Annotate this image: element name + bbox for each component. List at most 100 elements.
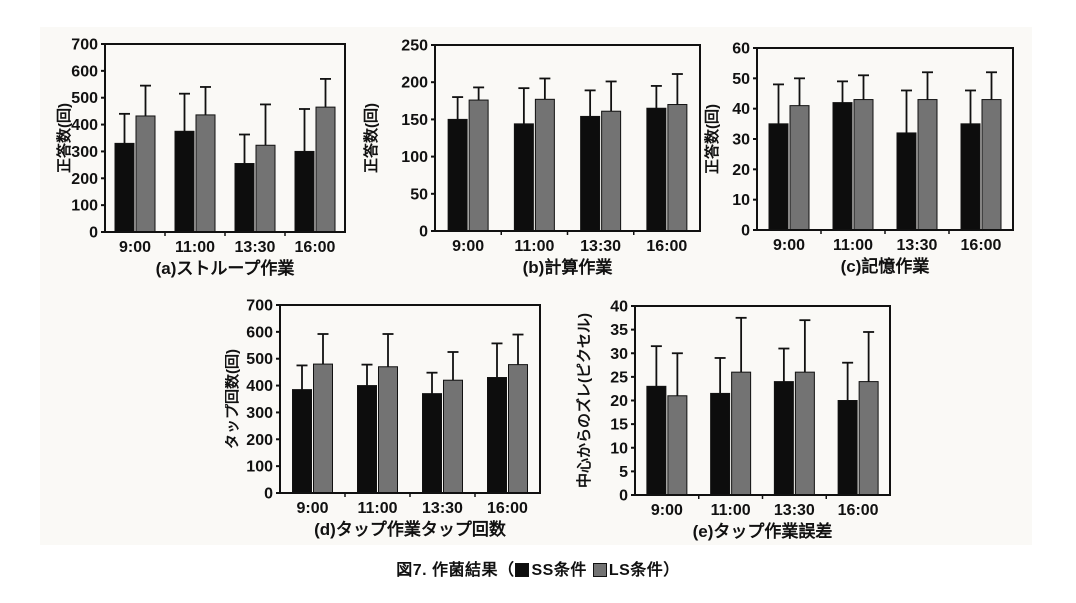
chart-a-stroop-task: 0 100 200 300 400 500 600 700 9:00 11:00 13:30 16:0… xyxy=(55,30,360,282)
ytick-label: 50 xyxy=(732,71,750,88)
xtick-label: 13:30 xyxy=(422,500,463,517)
xtick-label: 16:00 xyxy=(487,500,528,517)
xtick-label: 13:30 xyxy=(897,237,938,254)
bar-ss-13:30 xyxy=(773,381,794,496)
bar-ss-9:00 xyxy=(768,123,789,231)
bar-ss-9:00 xyxy=(447,118,468,232)
axis-title-y: 正答数(回) xyxy=(362,103,380,173)
xtick-label: 9:00 xyxy=(119,239,151,256)
axis-title-y: 中心からのズレ(ピクセル) xyxy=(575,313,593,488)
ytick-label: 500 xyxy=(246,351,273,368)
ytick-label: 50 xyxy=(410,186,428,203)
ytick-label: 100 xyxy=(401,149,428,166)
ytick-label: 0 xyxy=(89,225,98,242)
ytick-label: 500 xyxy=(71,90,98,107)
ytick-label: 600 xyxy=(246,324,273,341)
axis-title-y: タップ回数(回) xyxy=(225,349,241,449)
xtick-label: 16:00 xyxy=(961,237,1002,254)
bar-ls-11:00 xyxy=(195,114,216,233)
bar-ls-9:00 xyxy=(135,115,156,233)
chart-caption-c: (c)記憶作業 xyxy=(841,256,930,276)
xtick-label: 11:00 xyxy=(175,239,215,256)
bar-ss-13:30 xyxy=(422,393,442,494)
ytick-label: 0 xyxy=(419,224,428,241)
xtick-label: 13:30 xyxy=(580,238,621,255)
legend-swatch-ls xyxy=(592,563,607,577)
ytick-label: 100 xyxy=(246,459,273,476)
ytick-label: 35 xyxy=(610,322,628,339)
bar-ss-16:00 xyxy=(294,150,315,233)
ytick-label: 300 xyxy=(246,405,273,422)
bar-ss-16:00 xyxy=(837,400,858,496)
bar-ls-11:00 xyxy=(378,366,398,494)
ytick-label: 250 xyxy=(401,38,428,55)
bar-ls-13:30 xyxy=(917,99,938,231)
ytick-label: 0 xyxy=(264,486,273,503)
chart-d-tap-task-count: 0 100 200 300 400 500 600 700 9:00 11:00 13:30 16:0… xyxy=(225,293,555,545)
bar-ss-16:00 xyxy=(960,123,981,231)
ytick-label: 700 xyxy=(71,37,98,54)
xtick-label: 11:00 xyxy=(357,500,397,517)
ytick-label: 15 xyxy=(610,417,628,434)
ytick-label: 150 xyxy=(401,112,428,129)
ytick-label: 30 xyxy=(732,132,750,149)
xtick-label: 16:00 xyxy=(838,502,879,519)
ytick-label: 400 xyxy=(246,378,273,395)
ytick-label: 10 xyxy=(732,192,750,209)
xtick-label: 13:30 xyxy=(235,239,276,256)
ytick-label: 30 xyxy=(610,346,628,363)
xtick-label: 9:00 xyxy=(296,500,328,517)
bar-ss-9:00 xyxy=(646,385,667,496)
figure-caption: 図7. 作菌結果（ SS条件 LS条件） xyxy=(0,556,1076,580)
bar-ss-13:30 xyxy=(234,163,255,233)
bar-ls-16:00 xyxy=(667,104,688,232)
chart-svg-a: 0 100 200 300 400 500 600 700 9:00 11:00 13:30 16:0… xyxy=(55,37,346,278)
bar-ls-13:30 xyxy=(794,371,815,496)
ytick-label: 400 xyxy=(71,117,98,134)
ytick-label: 700 xyxy=(246,298,273,315)
figure-caption-prefix: 図7. 作菌結果（ xyxy=(396,562,515,579)
ytick-label: 40 xyxy=(610,299,628,316)
bar-ls-13:30 xyxy=(443,379,463,494)
chart-b-calculation-task: 0 50 100 150 200 250 9:00 11:00 13:30 16:00 正答数(回)… xyxy=(360,30,710,282)
axis-title-y: 正答数(回) xyxy=(703,104,721,174)
chart-svg-c: 0 10 20 30 40 50 60 9:00 11:00 13:30 16:00 正答数(回) (c… xyxy=(703,41,1014,276)
axis-title-y: 正答数(回) xyxy=(55,103,73,173)
bar-ss-11:00 xyxy=(832,102,853,231)
bar-ss-11:00 xyxy=(357,385,377,494)
xtick-label: 9:00 xyxy=(773,237,805,254)
bar-ls-16:00 xyxy=(858,381,879,496)
bar-ls-11:00 xyxy=(853,99,874,231)
bar-ss-11:00 xyxy=(513,123,534,232)
chart-caption-a: (a)ストループ作業 xyxy=(156,258,295,278)
bar-ss-16:00 xyxy=(646,107,667,232)
figure-caption-suffix: ） xyxy=(663,562,680,579)
bar-ss-11:00 xyxy=(710,392,731,496)
bar-ls-13:30 xyxy=(601,110,622,232)
chart-svg-e: 0 5 10 15 20 25 30 35 40 9:00 11:00 13:30 16:00 中心からの… xyxy=(575,299,891,541)
bar-ls-16:00 xyxy=(981,99,1002,231)
legend-label-ss: SS条件 xyxy=(531,562,587,579)
bar-ss-16:00 xyxy=(487,377,507,494)
chart-caption-b: (b)計算作業 xyxy=(523,257,613,277)
bar-ls-13:30 xyxy=(255,144,276,233)
ytick-label: 100 xyxy=(71,198,98,215)
bar-ls-11:00 xyxy=(731,371,752,496)
legend-label-ls: LS条件 xyxy=(608,562,664,579)
ytick-label: 5 xyxy=(619,464,628,481)
ytick-label: 0 xyxy=(741,223,750,240)
bar-ls-9:00 xyxy=(667,395,688,496)
xtick-label: 9:00 xyxy=(651,502,683,519)
bar-ss-9:00 xyxy=(292,389,312,494)
chart-c-memory-task: 0 10 20 30 40 50 60 9:00 11:00 13:30 16:00 正答数(回) (c… xyxy=(703,30,1018,282)
xtick-label: 11:00 xyxy=(833,237,873,254)
ytick-label: 20 xyxy=(732,162,750,179)
xtick-label: 11:00 xyxy=(711,502,751,519)
bar-ss-11:00 xyxy=(174,130,195,233)
xtick-label: 16:00 xyxy=(295,239,336,256)
xtick-label: 13:30 xyxy=(774,502,815,519)
ytick-label: 20 xyxy=(610,393,628,410)
bar-ss-13:30 xyxy=(580,115,601,232)
ytick-label: 600 xyxy=(71,63,98,80)
